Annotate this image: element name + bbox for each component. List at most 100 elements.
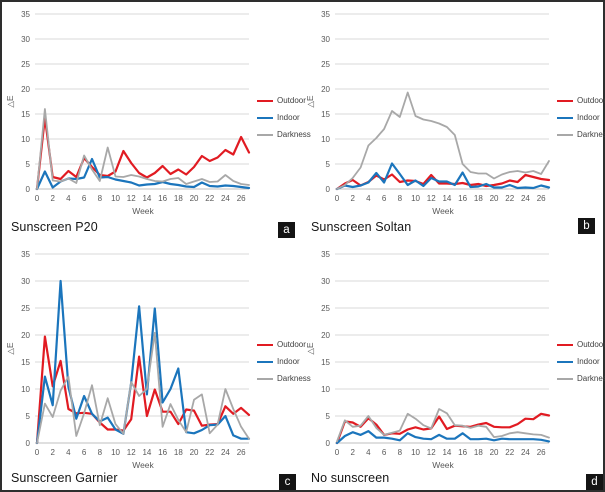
legend-line-swatch [257, 99, 273, 103]
legend-item-outdoor: Outdoor [257, 340, 311, 350]
legend-line-swatch [557, 99, 573, 103]
y-tick-label: 10 [321, 135, 330, 144]
x-tick-label: 6 [382, 194, 387, 203]
legend-line-swatch [557, 360, 573, 364]
y-tick-label: 35 [321, 10, 330, 19]
legend-line-swatch [257, 343, 273, 347]
legend-label: Darkness [277, 374, 311, 383]
panel-caption: No sunscreen [311, 471, 390, 485]
legend-item-darkness: Darkness [257, 130, 311, 140]
x-tick-label: 26 [237, 194, 246, 203]
y-tick-label: 35 [321, 250, 330, 259]
x-tick-label: 2 [350, 194, 355, 203]
x-tick-label: 20 [490, 448, 499, 457]
x-tick-label: 0 [335, 194, 340, 203]
x-axis-title: Week [132, 460, 154, 470]
y-tick-label: 15 [321, 110, 330, 119]
x-tick-label: 2 [50, 448, 55, 457]
x-tick-label: 6 [82, 448, 87, 457]
panel-sunscreen-garnier: 0 5 10 15 20 25 30 35 0 2 4 6 8 10 12 14 16 18 20 22 24 26 Wee… [2, 246, 311, 490]
y-tick-label: 20 [21, 85, 30, 94]
x-tick-label: 16 [458, 194, 467, 203]
x-tick-label: 2 [50, 194, 55, 203]
y-axis-title: △E [305, 342, 315, 355]
x-tick-label: 4 [366, 448, 371, 457]
legend-line-swatch [257, 134, 273, 136]
x-tick-label: 12 [427, 194, 436, 203]
legend-item-outdoor: Outdoor [557, 340, 605, 350]
legend-line-swatch [557, 343, 573, 347]
panel-sunscreen-soltan: 0 5 10 15 20 25 30 35 0 2 4 6 8 10 12 14 16 18 20 22 24 26 Wee… [302, 2, 605, 246]
y-axis-title: △E [5, 342, 15, 355]
x-tick-label: 26 [237, 448, 246, 457]
y-tick-label: 0 [326, 185, 331, 194]
x-tick-label: 24 [521, 194, 530, 203]
legend: Outdoor Indoor Darkness [257, 340, 311, 384]
legend-item-darkness: Darkness [557, 374, 605, 384]
y-axis-title: △E [5, 95, 15, 108]
legend-label: Outdoor [277, 96, 306, 105]
legend-label: Outdoor [577, 96, 605, 105]
x-tick-label: 6 [382, 448, 387, 457]
y-tick-label: 20 [21, 331, 30, 340]
legend-label: Indoor [577, 357, 600, 366]
panel-caption: Sunscreen P20 [11, 220, 98, 234]
x-tick-label: 24 [221, 194, 230, 203]
x-tick-label: 16 [158, 194, 167, 203]
x-tick-label: 12 [127, 194, 136, 203]
legend-label: Indoor [277, 357, 300, 366]
panel-badge: a [278, 222, 295, 238]
x-tick-label: 14 [142, 448, 151, 457]
panel-badge: d [586, 474, 603, 490]
x-tick-label: 26 [537, 194, 546, 203]
x-tick-label: 4 [366, 194, 371, 203]
x-tick-label: 8 [98, 194, 103, 203]
x-tick-label: 8 [398, 448, 403, 457]
x-tick-label: 20 [190, 194, 199, 203]
x-tick-label: 22 [505, 194, 514, 203]
panel-no-sunscreen: 0 5 10 15 20 25 30 35 0 2 4 6 8 10 12 14 16 18 20 22 24 26 Wee… [302, 246, 605, 490]
x-tick-label: 0 [35, 448, 40, 457]
series-line-outdoor [35, 116, 251, 191]
x-tick-label: 8 [98, 448, 103, 457]
x-tick-label: 26 [537, 448, 546, 457]
x-tick-label: 12 [427, 448, 436, 457]
x-tick-label: 18 [474, 194, 483, 203]
legend-line-swatch [257, 116, 273, 120]
y-tick-label: 5 [26, 412, 31, 421]
x-axis-title: Week [432, 460, 454, 470]
x-tick-label: 10 [411, 194, 420, 203]
x-tick-label: 4 [66, 448, 71, 457]
legend: Outdoor Indoor Darkness [557, 96, 605, 140]
legend-item-outdoor: Outdoor [257, 96, 311, 106]
legend-label: Darkness [277, 130, 311, 139]
legend: Outdoor Indoor Darkness [257, 96, 311, 140]
y-tick-label: 20 [321, 85, 330, 94]
series-line-darkness [36, 108, 250, 190]
legend-line-swatch [257, 360, 273, 364]
legend-label: Outdoor [277, 340, 306, 349]
series-line-darkness [336, 91, 550, 190]
y-tick-label: 5 [326, 160, 331, 169]
legend-label: Indoor [577, 113, 600, 122]
x-tick-label: 18 [174, 448, 183, 457]
legend-label: Outdoor [577, 340, 605, 349]
y-tick-label: 15 [321, 358, 330, 367]
x-tick-label: 10 [111, 194, 120, 203]
panel-sunscreen-p20: 0 5 10 15 20 25 30 35 0 2 4 6 8 10 12 14 16 18 20 22 24 26 Wee… [2, 2, 311, 246]
x-tick-label: 22 [205, 448, 214, 457]
y-tick-label: 25 [321, 304, 330, 313]
x-tick-label: 14 [442, 448, 451, 457]
x-tick-label: 0 [35, 194, 40, 203]
y-tick-label: 5 [326, 412, 331, 421]
x-tick-label: 20 [190, 448, 199, 457]
legend-item-outdoor: Outdoor [557, 96, 605, 106]
legend-line-swatch [557, 134, 573, 136]
x-tick-label: 22 [505, 448, 514, 457]
x-tick-label: 18 [174, 194, 183, 203]
x-tick-label: 14 [142, 194, 151, 203]
